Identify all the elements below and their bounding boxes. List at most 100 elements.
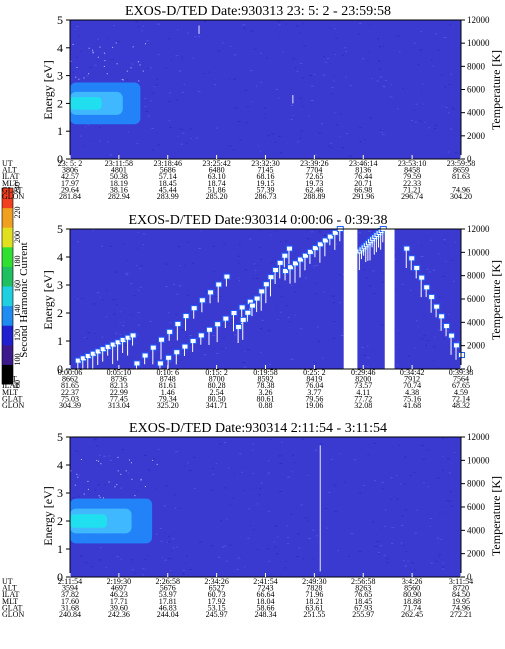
table-cell: 282.94 (108, 192, 130, 201)
y2-tick-label: 8000 (467, 479, 486, 489)
table-cell: 81.65 (61, 381, 79, 390)
table-cell: 23:25:42 (202, 159, 230, 168)
scatter-point (99, 46, 101, 48)
scatter-point (76, 473, 78, 475)
table-cell: 38.16 (110, 185, 128, 194)
table-cell: 76.65 (354, 590, 372, 599)
table-cell: 2:56:58 (351, 577, 375, 586)
table-cell: 325.20 (157, 401, 179, 410)
table-cell: 0:25: 2 (303, 368, 325, 377)
table-cell: 4697 (111, 584, 127, 593)
y-tick-label: 2 (57, 514, 63, 528)
scatter-point (100, 463, 102, 465)
scatter-point (97, 56, 99, 58)
table-cell: 23: 5: 2 (58, 159, 82, 168)
scatter-point (134, 495, 136, 497)
spectrogram-noise (70, 20, 458, 157)
y-tick-label: 4 (57, 458, 63, 472)
table-cell: 84.50 (452, 590, 470, 599)
table-cell: 8136 (355, 166, 371, 175)
scatter-point (130, 67, 132, 69)
scatter-point (142, 70, 144, 72)
panel-1-title: EXOS-D/TED Date:930313 23: 5: 2 - 23:59:… (125, 4, 391, 19)
y-tick-label: 3 (57, 69, 63, 83)
table-cell: 17.97 (61, 179, 79, 188)
table-cell: 8720 (453, 584, 469, 593)
scatter-point (103, 65, 105, 67)
colorbar-segment (2, 305, 13, 326)
y2-tick-label: 2000 (467, 131, 486, 141)
table-cell: 79.59 (403, 172, 421, 181)
table-cell: 46.23 (110, 590, 128, 599)
colorbar-tick-label: 140 (13, 305, 22, 317)
table-cell: 0:19:58 (253, 368, 277, 377)
y2-tick-label: 2000 (467, 549, 486, 559)
y2-tick-label: 10000 (467, 38, 490, 48)
table-cell: 281.84 (59, 192, 81, 201)
y-tick-label: 2 (57, 96, 63, 110)
table-cell: 251.55 (303, 610, 325, 619)
table-cell: 76.04 (305, 381, 323, 390)
table-cell: 57.39 (257, 185, 275, 194)
table-cell: 23:11:58 (105, 159, 133, 168)
table-cell: 62.46 (305, 185, 323, 194)
table-cell: 63.61 (305, 603, 323, 612)
scatter-point (116, 63, 118, 65)
table-cell: 72.14 (452, 394, 470, 403)
table-cell: 18.19 (110, 179, 128, 188)
scatter-point (128, 459, 130, 461)
table-cell: 42.57 (61, 172, 79, 181)
data-gap (384, 229, 395, 369)
scatter-point (108, 481, 110, 483)
panel-3-y2label: Temperature [K] (489, 476, 503, 556)
panel-1: EXOS-D/TED Date:930313 23: 5: 2 - 23:59:… (2, 4, 503, 201)
scatter-point (156, 463, 158, 465)
scatter-point (120, 473, 122, 475)
panel-2-title: EXOS-D/TED Date:930314 0:00:06 - 0:39:38 (129, 213, 388, 228)
y-tick-label: 3 (57, 278, 63, 292)
table-row-label: ILAT (2, 381, 19, 390)
table-cell: 0:15: 2 (205, 368, 227, 377)
table-cell: 0:05:10 (107, 368, 131, 377)
table-cell: 22.37 (61, 388, 79, 397)
scatter-point (126, 70, 128, 72)
scatter-point (92, 52, 94, 54)
panel-3: EXOS-D/TED Date:930314 2:11:54 - 3:11:54… (2, 421, 503, 619)
y-tick-label: 1 (57, 334, 63, 348)
table-cell: 244.04 (157, 610, 179, 619)
table-row-label: GLON (2, 401, 24, 410)
table-cell: 1.46 (161, 388, 175, 397)
scatter-point (75, 76, 77, 78)
table-cell: 67.93 (354, 603, 372, 612)
scatter-point (87, 488, 89, 490)
scatter-point (106, 73, 108, 75)
table-cell: 7564 (453, 375, 469, 384)
colorbar: 80 100 120 140 160 180 200 220 240 Second Harmon… (1, 182, 30, 388)
table-cell: 23:46:14 (349, 159, 377, 168)
table-cell: 75.03 (61, 394, 79, 403)
table-cell: 18.45 (354, 597, 372, 606)
scatter-point (125, 470, 127, 472)
table-cell: 19.15 (257, 179, 275, 188)
panel-1-y2label: Temperature [K] (489, 50, 503, 130)
table-cell: 8200 (355, 375, 371, 384)
scatter-point (117, 470, 119, 472)
table-cell: 8700 (209, 375, 225, 384)
scatter-point (130, 462, 132, 464)
table-cell: 3.26 (259, 388, 273, 397)
table-cell: 18.04 (257, 597, 275, 606)
y2-tick-label: 10000 (467, 247, 490, 257)
emission-band-core (70, 97, 102, 110)
panel-1-spectrogram (69, 19, 462, 160)
table-cell: 7243 (258, 584, 274, 593)
table-cell: 57.14 (159, 172, 177, 181)
table-cell: 2:11:54 (58, 577, 82, 586)
table-cell: 286.73 (255, 192, 277, 201)
table-cell: 2:26:58 (156, 577, 180, 586)
table-cell: 2.54 (210, 388, 224, 397)
table-cell: 7828 (306, 584, 322, 593)
table-cell: 2:41:54 (253, 577, 277, 586)
table-row-label: ALT (2, 166, 17, 175)
table-cell: 80.50 (208, 394, 226, 403)
table-cell: 50.38 (110, 172, 128, 181)
